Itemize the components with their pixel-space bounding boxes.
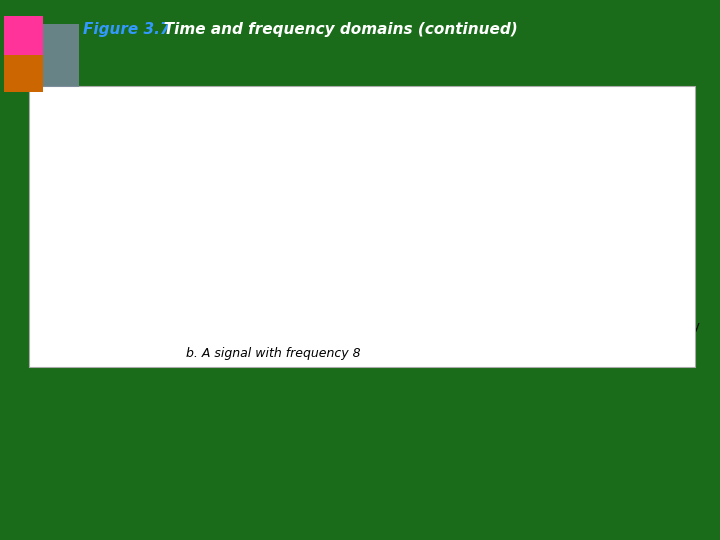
Text: Time and frequency domains (continued): Time and frequency domains (continued) (148, 22, 518, 37)
Text: ...: ... (383, 214, 396, 228)
Text: 1 s: 1 s (205, 328, 224, 341)
Text: Frequency: Frequency (640, 320, 701, 333)
Text: Figure 3.7: Figure 3.7 (83, 22, 171, 37)
Bar (579, 215, 583, 316)
Text: b. A signal with frequency 8: b. A signal with frequency 8 (186, 347, 361, 360)
Text: Time: Time (390, 247, 419, 260)
